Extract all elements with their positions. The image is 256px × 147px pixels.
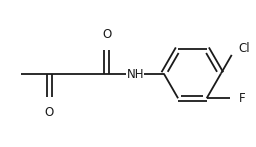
Text: NH: NH [126,68,144,81]
Text: O: O [45,106,54,119]
Text: F: F [239,92,245,105]
Text: Cl: Cl [239,42,250,55]
Text: O: O [102,28,111,41]
